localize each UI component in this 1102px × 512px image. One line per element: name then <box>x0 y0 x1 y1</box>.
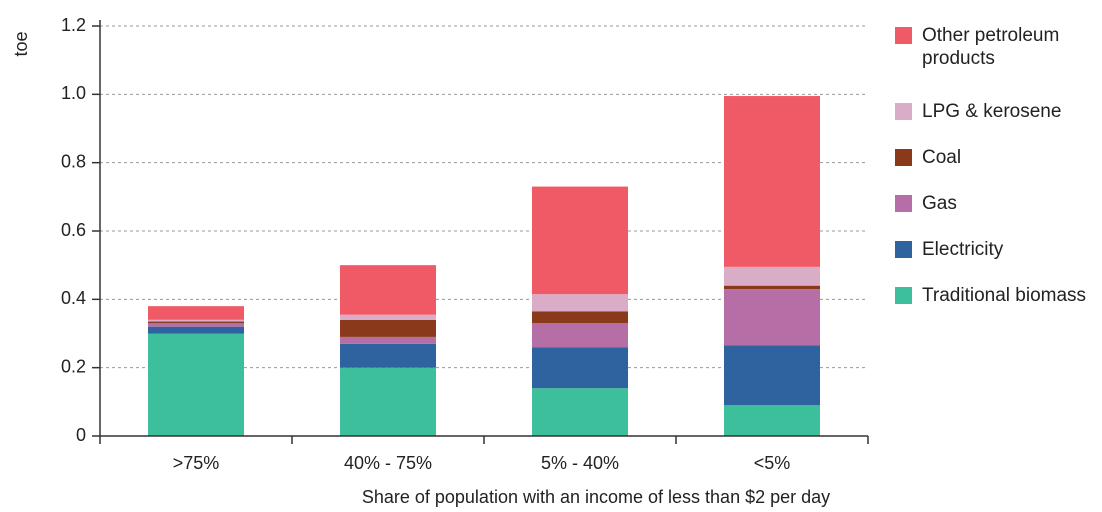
y-tick-label: 0.2 <box>61 356 86 376</box>
legend-swatch <box>895 27 912 44</box>
bar-segment <box>532 186 628 295</box>
legend-swatch <box>895 103 912 120</box>
bar-segment <box>724 405 820 436</box>
y-tick-label: 0 <box>76 425 86 445</box>
bar-segment <box>340 314 436 320</box>
x-axis-label: Share of population with an income of le… <box>362 487 830 507</box>
bar-segment <box>148 306 244 320</box>
x-tick-label: <5% <box>754 453 791 473</box>
bar-segment <box>148 323 244 327</box>
bar-segment <box>724 289 820 346</box>
bar-segment <box>724 96 820 267</box>
x-tick-label: 5% - 40% <box>541 453 619 473</box>
legend-swatch <box>895 287 912 304</box>
y-tick-label: 1.2 <box>61 15 86 35</box>
legend-label: Other petroleum products <box>922 25 1060 69</box>
bar-segment <box>532 294 628 312</box>
bar-segment <box>532 311 628 324</box>
bar-segment <box>724 285 820 290</box>
y-tick-label: 0.6 <box>61 220 86 240</box>
legend-swatch <box>895 195 912 212</box>
bar-segment <box>532 347 628 389</box>
x-tick-label: 40% - 75% <box>344 453 432 473</box>
legend-label: LPG & kerosene <box>922 101 1062 122</box>
legend-label: Traditional biomass <box>922 285 1087 306</box>
y-tick-label: 1.0 <box>61 83 86 103</box>
legend-label: Electricity <box>922 239 1004 260</box>
bar-segment <box>340 319 436 337</box>
legend-label: Gas <box>922 193 957 214</box>
bar-segment <box>340 336 436 344</box>
bar-segment <box>724 266 820 286</box>
legend-label: Coal <box>922 147 962 168</box>
y-tick-label: 0.4 <box>61 288 86 308</box>
bar-segment <box>724 345 820 406</box>
bar-segment <box>340 265 436 315</box>
bar-segment <box>148 321 244 324</box>
bar-segment <box>340 367 436 436</box>
bar-segment <box>340 343 436 368</box>
legend-swatch <box>895 149 912 166</box>
bar-segment <box>532 388 628 436</box>
bar-segment <box>148 333 244 436</box>
bar-segment <box>148 319 244 322</box>
bar-segment <box>148 326 244 334</box>
y-tick-label: 0.8 <box>61 151 86 171</box>
x-tick-label: >75% <box>173 453 220 473</box>
legend-swatch <box>895 241 912 258</box>
y-axis-label: toe <box>11 31 31 56</box>
bar-segment <box>532 323 628 348</box>
